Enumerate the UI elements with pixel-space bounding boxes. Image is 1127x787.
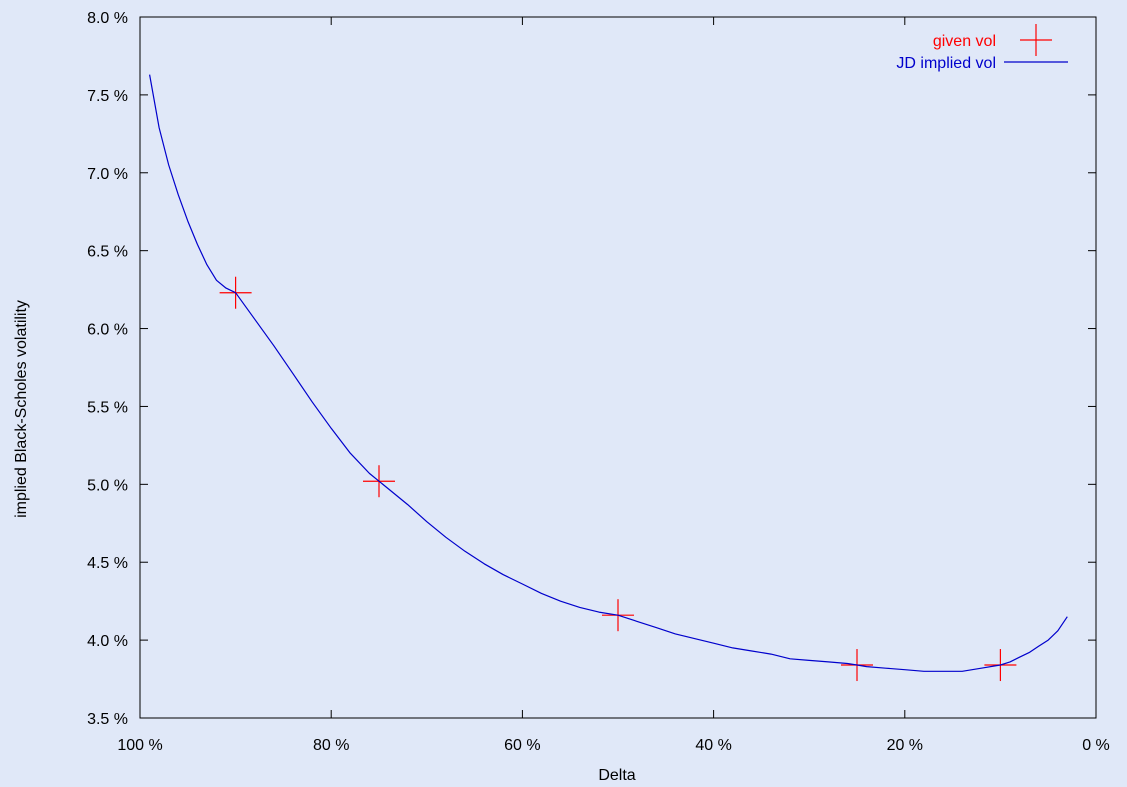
legend: given vol JD implied vol (896, 24, 1068, 72)
y-tick-label: 6.0 % (87, 322, 128, 339)
x-tick-label: 40 % (695, 737, 731, 754)
legend-sample-plus (1020, 24, 1052, 56)
y-axis-label: implied Black-Scholes volatility (13, 300, 30, 518)
x-tick-label: 0 % (1082, 737, 1110, 754)
y-tick-label: 6.5 % (87, 244, 128, 261)
y-tick-label: 5.5 % (87, 399, 128, 416)
x-tick-label: 60 % (504, 737, 540, 754)
y-tick-label: 8.0 % (87, 10, 128, 27)
legend-label-given-vol: given vol (933, 33, 996, 50)
x-tick-label: 20 % (887, 737, 923, 754)
y-tick-label: 5.0 % (87, 477, 128, 494)
y-tick-label: 7.0 % (87, 166, 128, 183)
x-tick-label: 100 % (117, 737, 162, 754)
x-axis-label: Delta (598, 767, 635, 784)
y-tick-label: 4.0 % (87, 633, 128, 650)
x-tick-label: 80 % (313, 737, 349, 754)
plot-layer: 3.5 % 4.0 % 4.5 % 5.0 % 5.5 % 6.0 % 6.5 % 7.0 %… (87, 10, 1110, 754)
y-tick-label: 4.5 % (87, 555, 128, 572)
y-tick-label: 7.5 % (87, 88, 128, 105)
series-line-jd-implied-vol (149, 74, 1068, 672)
plot-frame (139, 16, 1097, 719)
legend-label-jd-implied-vol: JD implied vol (896, 55, 996, 72)
y-tick-label: 3.5 % (87, 711, 128, 728)
